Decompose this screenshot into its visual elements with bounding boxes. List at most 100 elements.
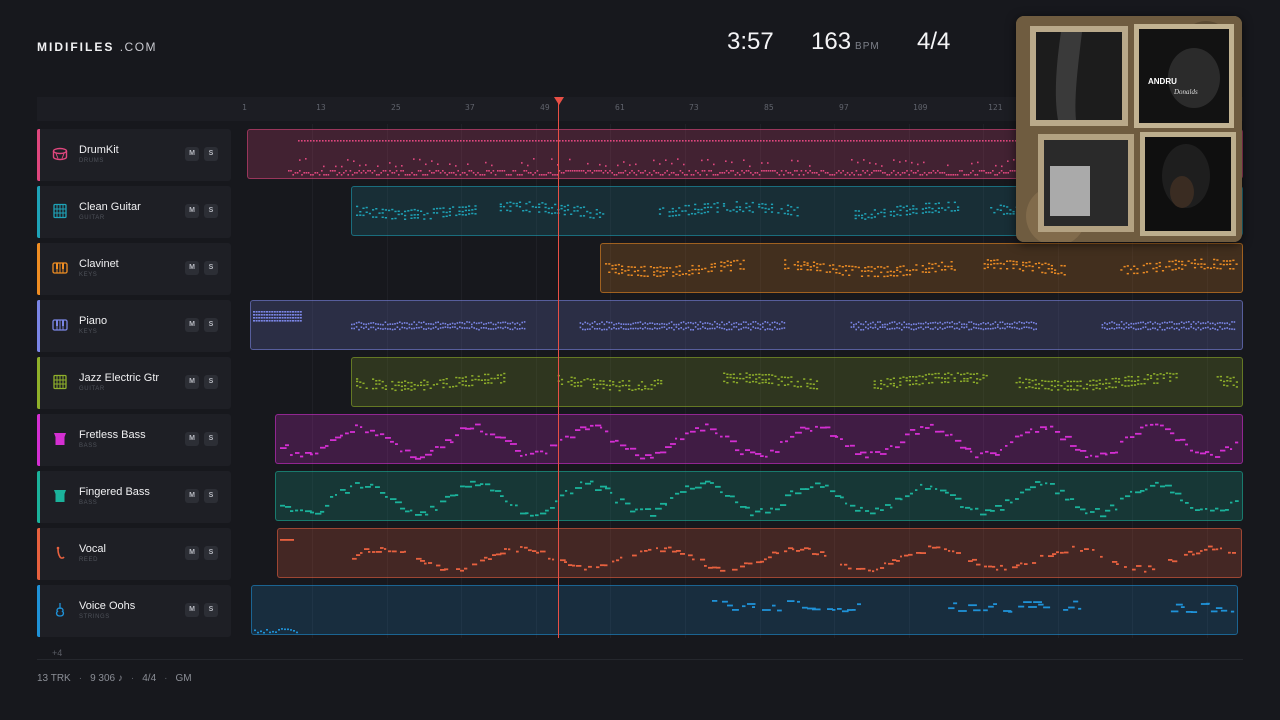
midi-note: [294, 317, 297, 319]
midi-note: [645, 508, 652, 510]
solo-button[interactable]: S: [204, 261, 218, 275]
midi-note: [614, 268, 617, 270]
midi-note: [378, 174, 380, 176]
midi-note: [604, 140, 606, 142]
midi-note: [1166, 327, 1168, 329]
midi-note: [1127, 379, 1130, 382]
mute-button[interactable]: M: [185, 603, 199, 617]
track-header-fretless-bass[interactable]: Fretless Bass BASS M S: [37, 414, 231, 466]
midi-note: [864, 172, 866, 174]
midi-region-fretless-bass[interactable]: [275, 414, 1243, 464]
mute-button[interactable]: M: [185, 147, 199, 161]
mute-button[interactable]: M: [185, 318, 199, 332]
track-header-jazz-electric-gtr[interactable]: Jazz Electric Gtr GUITAR M S: [37, 357, 231, 409]
solo-button[interactable]: S: [204, 204, 218, 218]
midi-note: [1176, 327, 1178, 329]
midi-note: [685, 327, 687, 329]
midi-note: [987, 172, 990, 174]
midi-note: [987, 327, 989, 330]
midi-region-vocal[interactable]: [277, 528, 1242, 578]
solo-button[interactable]: S: [204, 489, 218, 503]
midi-note: [481, 174, 484, 176]
midi-note: [953, 602, 958, 605]
midi-note: [980, 513, 987, 516]
midi-note: [279, 311, 281, 313]
midi-note: [902, 265, 905, 267]
midi-note: [795, 492, 802, 495]
midi-note: [1095, 380, 1098, 382]
solo-button[interactable]: S: [204, 546, 218, 560]
more-tracks-indicator[interactable]: +4: [52, 648, 63, 658]
playhead-marker[interactable]: [554, 97, 564, 105]
midi-note: [662, 271, 665, 273]
midi-note: [850, 140, 852, 142]
mute-button[interactable]: M: [185, 489, 199, 503]
midi-region-jazz-electric-gtr[interactable]: [351, 357, 1243, 407]
mute-button[interactable]: M: [185, 432, 199, 446]
midi-note: [518, 206, 522, 208]
mute-button[interactable]: M: [185, 375, 199, 389]
midi-note: [644, 170, 646, 172]
midi-note: [735, 206, 738, 208]
solo-button[interactable]: S: [204, 603, 218, 617]
midi-note: [883, 140, 885, 142]
solo-button[interactable]: S: [204, 432, 218, 446]
track-header-piano[interactable]: Piano KEYS M S: [37, 300, 231, 352]
midi-note: [1219, 267, 1222, 270]
midi-note: [426, 383, 429, 386]
track-header-clavinet[interactable]: Clavinet KEYS M S: [37, 243, 231, 295]
midi-note: [455, 376, 458, 379]
solo-button[interactable]: S: [204, 318, 218, 332]
midi-note: [668, 174, 671, 176]
midi-note: [433, 172, 435, 174]
midi-note: [379, 327, 382, 330]
midi-note: [524, 546, 528, 549]
midi-note: [416, 214, 419, 216]
midi-region-voice-oohs[interactable]: [251, 585, 1238, 635]
midi-note: [499, 203, 502, 205]
midi-note: [408, 323, 411, 326]
mute-button[interactable]: M: [185, 546, 199, 560]
midi-note: [1018, 321, 1021, 323]
midi-note: [1155, 423, 1159, 426]
midi-note: [587, 162, 589, 165]
midi-note: [946, 321, 949, 324]
midi-note: [424, 140, 426, 142]
midi-note: [703, 207, 706, 209]
midi-note: [931, 263, 934, 266]
midi-note: [1200, 258, 1203, 260]
midi-note: [409, 174, 411, 176]
midi-note: [621, 384, 624, 387]
midi-note: [1063, 265, 1066, 267]
midi-note: [742, 268, 745, 270]
midi-note: [300, 455, 304, 458]
midi-region-clavinet[interactable]: [600, 243, 1243, 293]
midi-note: [725, 435, 730, 438]
midi-note: [515, 202, 518, 205]
midi-note: [788, 547, 794, 550]
track-header-clean-guitar[interactable]: Clean Guitar GUITAR M S: [37, 186, 231, 238]
midi-region-piano[interactable]: [250, 300, 1243, 350]
midi-note: [714, 321, 716, 323]
midi-note: [745, 170, 748, 172]
midi-note: [473, 321, 475, 324]
midi-note: [851, 159, 853, 161]
midi-note: [720, 435, 723, 438]
midi-note: [600, 426, 603, 429]
midi-note: [620, 556, 623, 559]
midi-region-fingered-bass[interactable]: [275, 471, 1243, 521]
mute-button[interactable]: M: [185, 261, 199, 275]
playhead[interactable]: [558, 98, 559, 638]
solo-button[interactable]: S: [204, 375, 218, 389]
track-header-voice-oohs[interactable]: Voice Oohs STRINGS M S: [37, 585, 231, 637]
midi-note: [745, 202, 748, 205]
solo-button[interactable]: S: [204, 147, 218, 161]
site-logo[interactable]: MIDIFILES .COM: [37, 40, 157, 54]
track-header-drumkit[interactable]: DrumKit DRUMS M S: [37, 129, 231, 181]
midi-note: [1135, 491, 1142, 494]
midi-note: [487, 379, 490, 381]
track-header-fingered-bass[interactable]: Fingered Bass BASS M S: [37, 471, 231, 523]
mute-button[interactable]: M: [185, 204, 199, 218]
midi-note: [985, 140, 987, 142]
track-header-vocal[interactable]: Vocal REED M S: [37, 528, 231, 580]
